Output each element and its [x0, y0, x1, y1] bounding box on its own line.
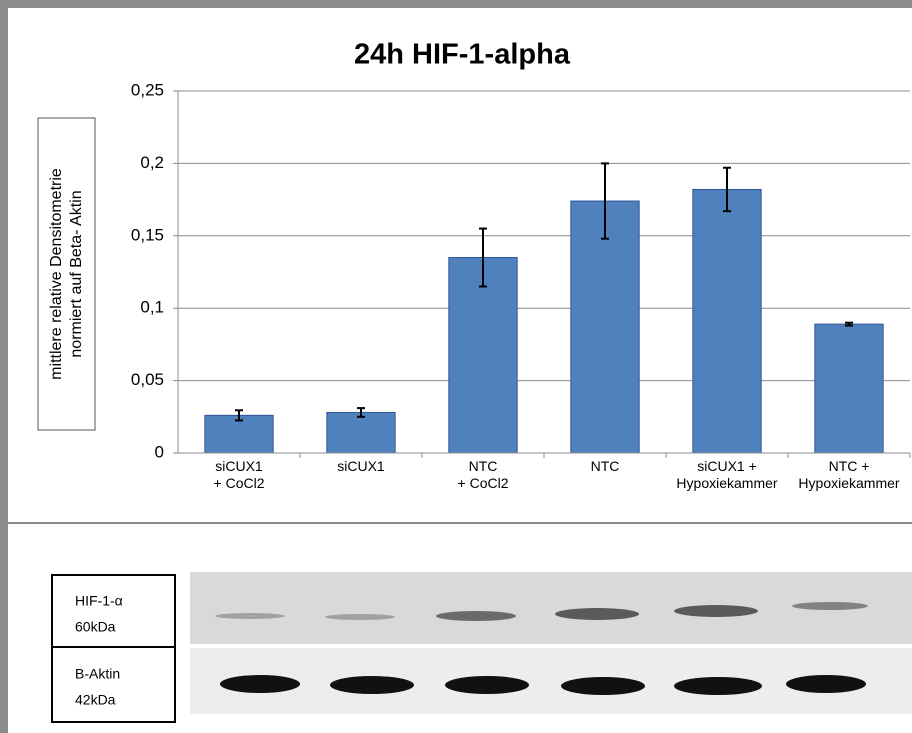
blot-size: 60kDa: [75, 619, 116, 635]
y-tick-label: 0,25: [131, 80, 164, 99]
band: [436, 611, 516, 621]
band: [674, 605, 758, 617]
band: [215, 613, 285, 619]
blot-label-box: [52, 575, 175, 647]
x-tick-label: siCUX1+ CoCl2: [214, 458, 265, 491]
frame-top: [0, 0, 912, 8]
y-tick-label: 0,1: [140, 298, 164, 317]
bar: [327, 412, 395, 453]
band: [325, 614, 395, 620]
blot-size: 42kDa: [75, 692, 116, 708]
y-tick-label: 0,05: [131, 370, 164, 389]
x-tick-label: NTC: [591, 458, 620, 474]
y-tick-label: 0,2: [140, 153, 164, 172]
band: [445, 676, 529, 694]
bar: [693, 189, 761, 453]
frame-left: [0, 0, 8, 733]
bar: [815, 324, 883, 453]
blot-label: HIF-1-α: [75, 593, 123, 609]
blot-label-box: [52, 647, 175, 722]
blot-label: B-Aktin: [75, 666, 120, 682]
band: [792, 602, 868, 610]
y-tick-label: 0,15: [131, 225, 164, 244]
y-label-box: [38, 118, 95, 430]
x-tick-label: siCUX1: [337, 458, 385, 474]
band: [561, 677, 645, 695]
band: [330, 676, 414, 694]
page: 24h HIF-1-alpha mittlere relative Densit…: [0, 0, 912, 733]
band: [555, 608, 639, 620]
band: [786, 675, 866, 693]
y-tick-label: 0: [155, 442, 164, 461]
band: [220, 675, 300, 693]
chart-title: 24h HIF-1-alpha: [354, 39, 571, 71]
band: [674, 677, 762, 695]
